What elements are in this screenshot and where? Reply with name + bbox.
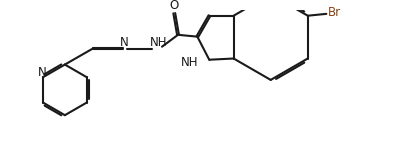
Text: O: O xyxy=(170,0,179,12)
Text: NH: NH xyxy=(150,36,167,49)
Text: Br: Br xyxy=(328,6,341,19)
Text: N: N xyxy=(120,36,129,49)
Text: N: N xyxy=(38,66,47,79)
Text: NH: NH xyxy=(181,56,199,69)
